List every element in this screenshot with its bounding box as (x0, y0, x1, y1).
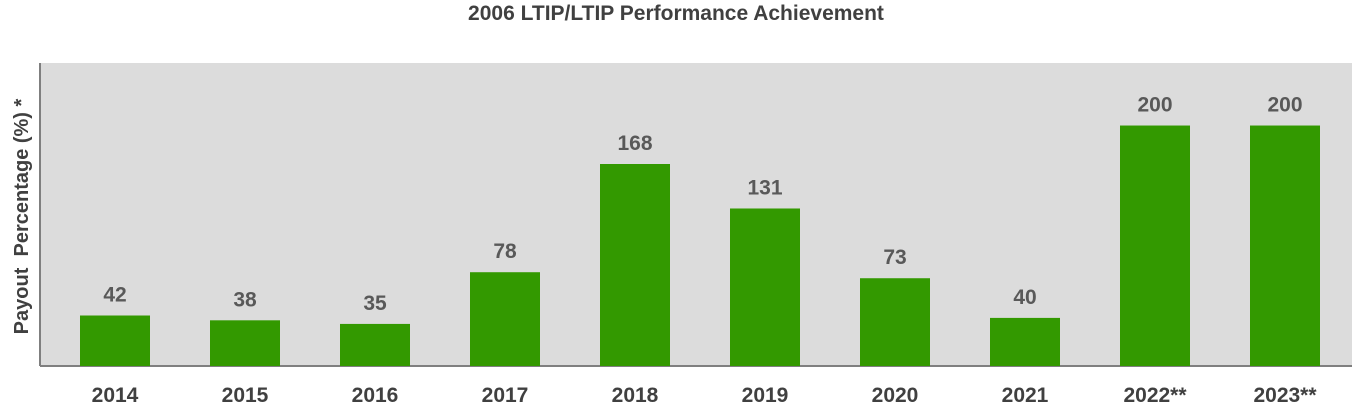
value-label-2018: 168 (617, 132, 652, 155)
bar-2020 (860, 278, 930, 366)
bar-2017 (470, 272, 540, 366)
category-label-2017: 2017 (482, 384, 529, 407)
bar-2021 (990, 317, 1060, 366)
bars-group (80, 125, 1320, 367)
bar-2018 (600, 164, 670, 366)
category-label-2016: 2016 (352, 384, 399, 407)
category-labels-group: 2014 2015 2016 2017 2018 2019 2020 2021 2022** 20… (92, 384, 1318, 407)
chart-title: 2006 LTIP/LTIP Performance Achievement (468, 2, 884, 25)
category-label-2019: 2019 (742, 384, 789, 407)
value-label-2014: 42 (103, 284, 126, 307)
value-label-2021: 40 (1013, 286, 1036, 309)
bar-2022 (1120, 125, 1190, 367)
value-labels-group: 42 38 35 78 168 131 73 40 200 200 (103, 94, 1302, 315)
y-axis-label: Payout Percentage (%) * (11, 98, 33, 334)
bar-2016 (340, 323, 410, 366)
value-label-2023: 200 (1267, 94, 1302, 117)
bar-2014 (80, 315, 150, 366)
value-label-2022: 200 (1137, 94, 1172, 117)
value-label-2017: 78 (493, 240, 517, 263)
category-label-2020: 2020 (872, 384, 919, 407)
value-label-2019: 131 (747, 176, 782, 199)
category-label-2015: 2015 (222, 384, 269, 407)
value-label-2015: 38 (233, 288, 257, 311)
bar-2023 (1250, 125, 1320, 367)
category-label-2018: 2018 (612, 384, 659, 407)
category-label-2021: 2021 (1002, 384, 1049, 407)
category-label-2014: 2014 (92, 384, 139, 407)
bar-2015 (210, 320, 280, 366)
category-label-2023: 2023** (1253, 384, 1317, 407)
value-label-2020: 73 (883, 246, 906, 269)
bar-2019 (730, 208, 800, 366)
category-label-2022: 2022** (1123, 384, 1187, 407)
value-label-2016: 35 (363, 292, 387, 315)
